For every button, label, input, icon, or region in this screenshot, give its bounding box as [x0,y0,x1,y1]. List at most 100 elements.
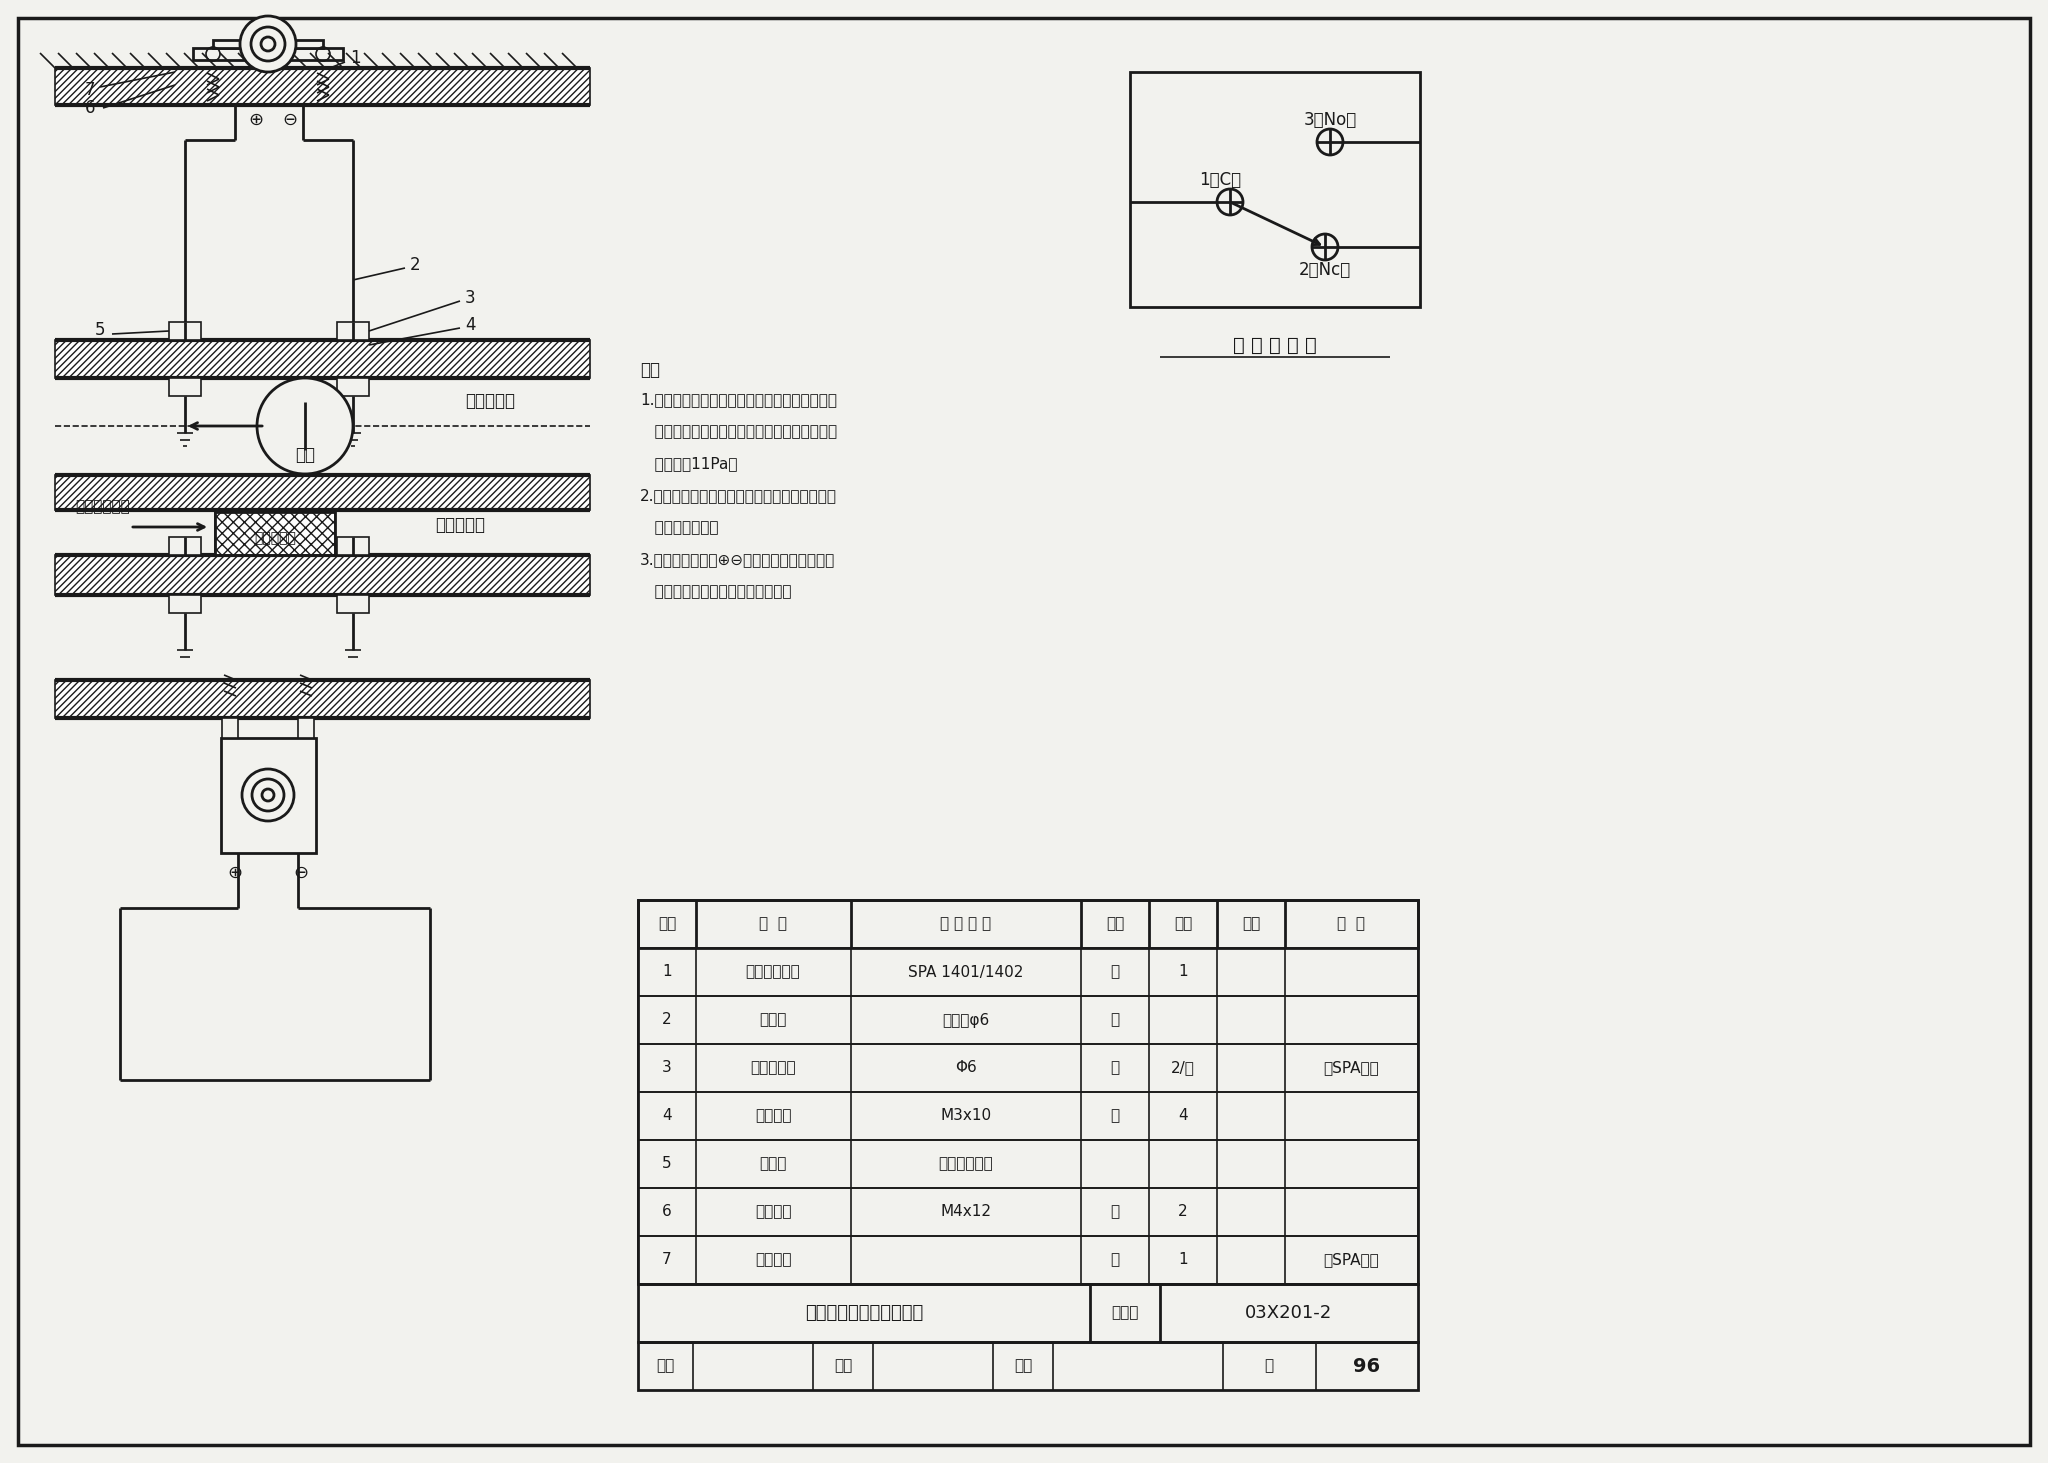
Text: 空气压差开关安装（三）: 空气压差开关安装（三） [805,1304,924,1323]
Text: 备  注: 备 注 [1337,916,1366,932]
Text: 2: 2 [1178,1204,1188,1220]
Bar [221,737,315,853]
Text: 堵塞空气流通。: 堵塞空气流通。 [641,521,719,535]
Text: 型 号 规 格: 型 号 规 格 [940,916,991,932]
Text: M3x10: M3x10 [940,1109,991,1124]
Bar [55,67,590,105]
Text: 设计: 设计 [1014,1359,1032,1374]
Circle shape [260,37,274,51]
Text: 装，则动作压力与复位压力相比所显示的标定: 装，则动作压力与复位压力相比所显示的标定 [641,424,838,439]
Text: 套: 套 [1110,1061,1120,1075]
Bar [55,554,590,595]
Bar [639,996,1417,1045]
Text: 开 关 接 线 图: 开 关 接 线 图 [1233,335,1317,354]
Bar [639,1342,1417,1390]
Bar [338,322,369,339]
Text: M4x12: M4x12 [940,1204,991,1220]
Text: 单位: 单位 [1106,916,1124,932]
Text: 校对: 校对 [834,1359,852,1374]
Circle shape [262,789,274,802]
Text: 4: 4 [662,1109,672,1124]
Text: 5: 5 [662,1156,672,1172]
Bar [338,377,369,396]
Text: 导气管: 导气管 [760,1012,786,1027]
Text: 图集号: 图集号 [1112,1305,1139,1321]
Circle shape [256,377,352,474]
Text: Φ6: Φ6 [954,1061,977,1075]
Text: 1（C）: 1（C） [1198,171,1241,189]
Bar [639,1188,1417,1236]
Text: 03X201-2: 03X201-2 [1245,1304,1333,1323]
Text: 安装支架: 安装支架 [756,1252,791,1267]
Text: 审核: 审核 [655,1359,674,1374]
Text: 自攻螺丝: 自攻螺丝 [756,1204,791,1220]
Text: SPA 1401/1402: SPA 1401/1402 [909,964,1024,980]
Text: 空调机内部: 空调机内部 [434,516,485,534]
Text: 3.将空气压差开关⊕⊖取样口，任意一端向大: 3.将空气压差开关⊕⊖取样口，任意一端向大 [641,553,836,568]
Text: 2: 2 [410,256,420,274]
Text: 页: 页 [1264,1359,1274,1374]
Bar [639,1236,1417,1285]
Text: 米: 米 [1110,1012,1120,1027]
Bar [639,1285,1417,1342]
Text: 1.空气压差开关取样口宜垂直安装，如果水平安: 1.空气压差开关取样口宜垂直安装，如果水平安 [641,392,838,408]
Bar [55,475,590,511]
Text: 4: 4 [465,316,475,334]
Bar [213,40,324,48]
Bar [170,595,201,613]
Text: 空气压差开关: 空气压差开关 [745,964,801,980]
Text: 自攻螺丝: 自攻螺丝 [756,1109,791,1124]
Text: 6: 6 [84,99,96,117]
Bar [639,1045,1417,1091]
Text: 空气过滤器: 空气过滤器 [254,531,297,546]
Text: 3: 3 [465,290,475,307]
Text: 值偏差为11Pa。: 值偏差为11Pa。 [641,456,737,471]
Text: 个: 个 [1110,1204,1120,1220]
Bar [639,1091,1417,1140]
Text: ⊕: ⊕ [227,865,242,882]
Text: 1: 1 [662,964,672,980]
Text: 风机: 风机 [295,446,315,464]
Text: 页次: 页次 [1241,916,1260,932]
Text: 2（Nc）: 2（Nc） [1298,260,1352,279]
Bar [215,512,336,554]
Text: 2.导气塑料管长度应留有一定弧度，防止弯曲时: 2.导气塑料管长度应留有一定弧度，防止弯曲时 [641,489,838,503]
Bar [338,537,369,554]
Bar [299,718,313,737]
Text: 6: 6 [662,1204,672,1220]
Text: ⊖: ⊖ [293,865,309,882]
Text: 密封胶: 密封胶 [760,1156,786,1172]
Bar [1130,72,1419,307]
Bar [55,680,590,718]
Circle shape [252,26,285,61]
Text: 5: 5 [94,320,104,339]
Text: 7: 7 [662,1252,672,1267]
Bar [639,900,1417,948]
Bar [639,900,1417,1285]
Text: 96: 96 [1354,1356,1380,1375]
Text: 3（No）: 3（No） [1303,111,1356,129]
Text: 4: 4 [1178,1109,1188,1124]
Text: 塑料管φ6: 塑料管φ6 [942,1012,989,1027]
Text: 7: 7 [84,80,96,99]
Bar [55,339,590,377]
Bar [215,512,336,554]
Text: 空调机内部: 空调机内部 [465,392,514,410]
Bar [193,48,342,60]
Text: 管道传感管: 管道传感管 [750,1061,797,1075]
Bar [639,1140,1417,1188]
Bar [170,322,201,339]
Circle shape [242,770,295,821]
Bar [170,537,201,554]
Bar [639,948,1417,996]
Text: 注：: 注： [641,361,659,379]
Text: 2: 2 [662,1012,672,1027]
Text: 数量: 数量 [1174,916,1192,932]
Text: 3: 3 [662,1061,672,1075]
Text: 建筑用密封胶: 建筑用密封胶 [938,1156,993,1172]
Text: 随SPA供货: 随SPA供货 [1323,1061,1378,1075]
Circle shape [240,16,297,72]
Text: 套: 套 [1110,964,1120,980]
Text: 2/套: 2/套 [1171,1061,1194,1075]
Text: 1: 1 [1178,964,1188,980]
